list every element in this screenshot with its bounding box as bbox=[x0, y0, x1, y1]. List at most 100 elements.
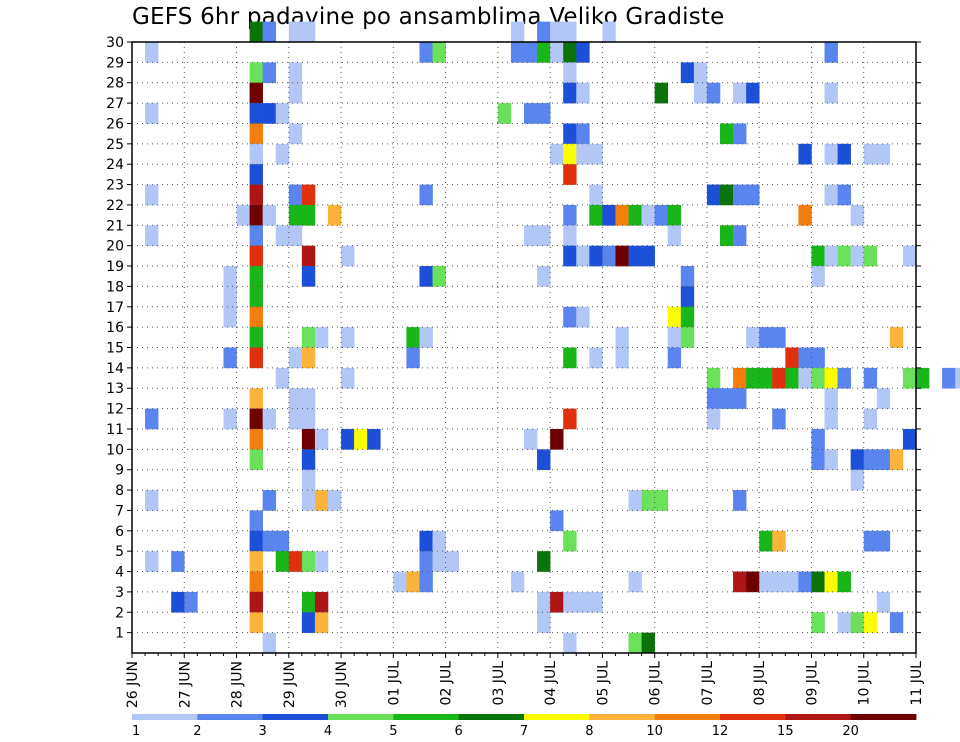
y-tick-label: 29 bbox=[106, 55, 124, 71]
y-tick-label: 4 bbox=[115, 565, 124, 581]
heatmap-cell bbox=[249, 347, 263, 369]
heatmap-cell bbox=[563, 123, 577, 145]
heatmap-cell bbox=[262, 490, 277, 511]
heatmap-cell bbox=[249, 612, 263, 633]
heatmap-cell bbox=[589, 204, 603, 226]
heatmap-cell bbox=[262, 408, 277, 430]
heatmap-cell bbox=[589, 184, 603, 206]
heatmap-cell bbox=[863, 408, 878, 430]
heatmap-cell bbox=[314, 551, 329, 572]
heatmap-cell bbox=[641, 490, 655, 511]
heatmap-cell bbox=[824, 449, 838, 470]
heatmap-cell bbox=[223, 266, 237, 287]
heatmap-cell bbox=[667, 225, 682, 246]
heatmap-cell bbox=[419, 42, 433, 63]
heatmap-cell bbox=[301, 490, 316, 511]
heatmap-cell bbox=[563, 62, 577, 84]
heatmap-cell bbox=[510, 571, 525, 593]
heatmap-cell bbox=[563, 591, 577, 613]
heatmap-cell bbox=[824, 408, 838, 430]
heatmap-cell bbox=[524, 428, 538, 450]
heatmap-cell bbox=[537, 612, 551, 633]
heatmap-cell bbox=[576, 143, 590, 165]
heatmap-cell bbox=[733, 367, 747, 389]
heatmap-cell bbox=[419, 571, 433, 593]
x-tick-label: 07 JUL bbox=[700, 661, 716, 706]
heatmap-cell bbox=[288, 408, 303, 430]
x-tick-label: 29 JUN bbox=[282, 661, 298, 708]
heatmap-cell bbox=[249, 204, 263, 226]
colorbar-swatch bbox=[458, 714, 525, 720]
heatmap-cell bbox=[510, 21, 525, 43]
heatmap-cell bbox=[550, 143, 564, 165]
heatmap-cell bbox=[876, 143, 891, 165]
heatmap-cell bbox=[876, 591, 891, 613]
heatmap-cell bbox=[589, 591, 603, 613]
heatmap-cell bbox=[811, 367, 825, 389]
heatmap-cell bbox=[863, 245, 878, 267]
heatmap-cell bbox=[772, 367, 786, 389]
heatmap-cell bbox=[733, 225, 747, 246]
heatmap-cell bbox=[720, 123, 734, 145]
y-tick-label: 12 bbox=[106, 402, 124, 418]
heatmap-cell bbox=[301, 428, 316, 450]
heatmap-cell bbox=[510, 42, 525, 63]
heatmap-cell bbox=[602, 245, 616, 267]
heatmap-cell bbox=[811, 449, 825, 470]
heatmap-cell bbox=[301, 266, 316, 287]
heatmap-cell bbox=[824, 42, 838, 63]
heatmap-cell bbox=[746, 571, 760, 593]
heatmap-cell bbox=[641, 632, 655, 654]
heatmap-cell bbox=[223, 286, 237, 308]
heatmap-cell bbox=[550, 42, 564, 63]
heatmap-cell bbox=[798, 204, 812, 226]
heatmap-cell bbox=[576, 245, 590, 267]
heatmap-cell bbox=[301, 347, 316, 369]
heatmap-cell bbox=[406, 327, 420, 348]
heatmap-cell bbox=[733, 82, 747, 104]
heatmap-cell bbox=[249, 103, 263, 124]
heatmap-cell bbox=[720, 225, 734, 246]
y-tick-label: 10 bbox=[106, 442, 124, 458]
heatmap-cell bbox=[223, 347, 237, 369]
heatmap-cell bbox=[537, 266, 551, 287]
heatmap-cell bbox=[249, 327, 263, 348]
heatmap-cell bbox=[432, 266, 446, 287]
heatmap-cell bbox=[432, 551, 446, 572]
heatmap-cell bbox=[759, 530, 773, 552]
heatmap-cell bbox=[445, 551, 459, 572]
heatmap-cell bbox=[249, 184, 263, 206]
heatmap-cell bbox=[615, 327, 629, 348]
y-tick-label: 19 bbox=[106, 259, 124, 275]
heatmap-cell bbox=[733, 571, 747, 593]
heatmap-cell bbox=[314, 428, 329, 450]
heatmap-cell bbox=[680, 327, 695, 348]
heatmap-cell bbox=[863, 530, 878, 552]
heatmap-cell bbox=[497, 103, 512, 124]
heatmap-cell bbox=[576, 42, 590, 63]
heatmap-cell bbox=[563, 530, 577, 552]
heatmap-cell bbox=[680, 266, 695, 287]
heatmap-cell bbox=[341, 245, 355, 267]
heatmap-cell bbox=[301, 204, 316, 226]
heatmap-cell bbox=[654, 82, 669, 104]
heatmap-cell bbox=[328, 204, 342, 226]
heatmap-cell bbox=[328, 490, 342, 511]
heatmap-cell bbox=[288, 225, 303, 246]
heatmap-cell bbox=[889, 449, 904, 470]
heatmap-cell bbox=[667, 327, 682, 348]
heatmap-cell bbox=[341, 327, 355, 348]
colorbar-swatch bbox=[785, 714, 852, 720]
heatmap-cell bbox=[236, 204, 250, 226]
heatmap-cell bbox=[275, 143, 290, 165]
heatmap-cell bbox=[850, 449, 865, 470]
heatmap-cell bbox=[550, 428, 564, 450]
colorbar-swatch bbox=[262, 714, 329, 720]
heatmap-cell bbox=[341, 428, 355, 450]
x-tick-label: 08 JUL bbox=[752, 661, 768, 706]
heatmap-cell bbox=[262, 103, 277, 124]
heatmap-cell bbox=[249, 306, 263, 328]
heatmap-cell bbox=[942, 367, 956, 389]
heatmap-cell bbox=[262, 21, 277, 43]
heatmap-cell bbox=[759, 571, 773, 593]
